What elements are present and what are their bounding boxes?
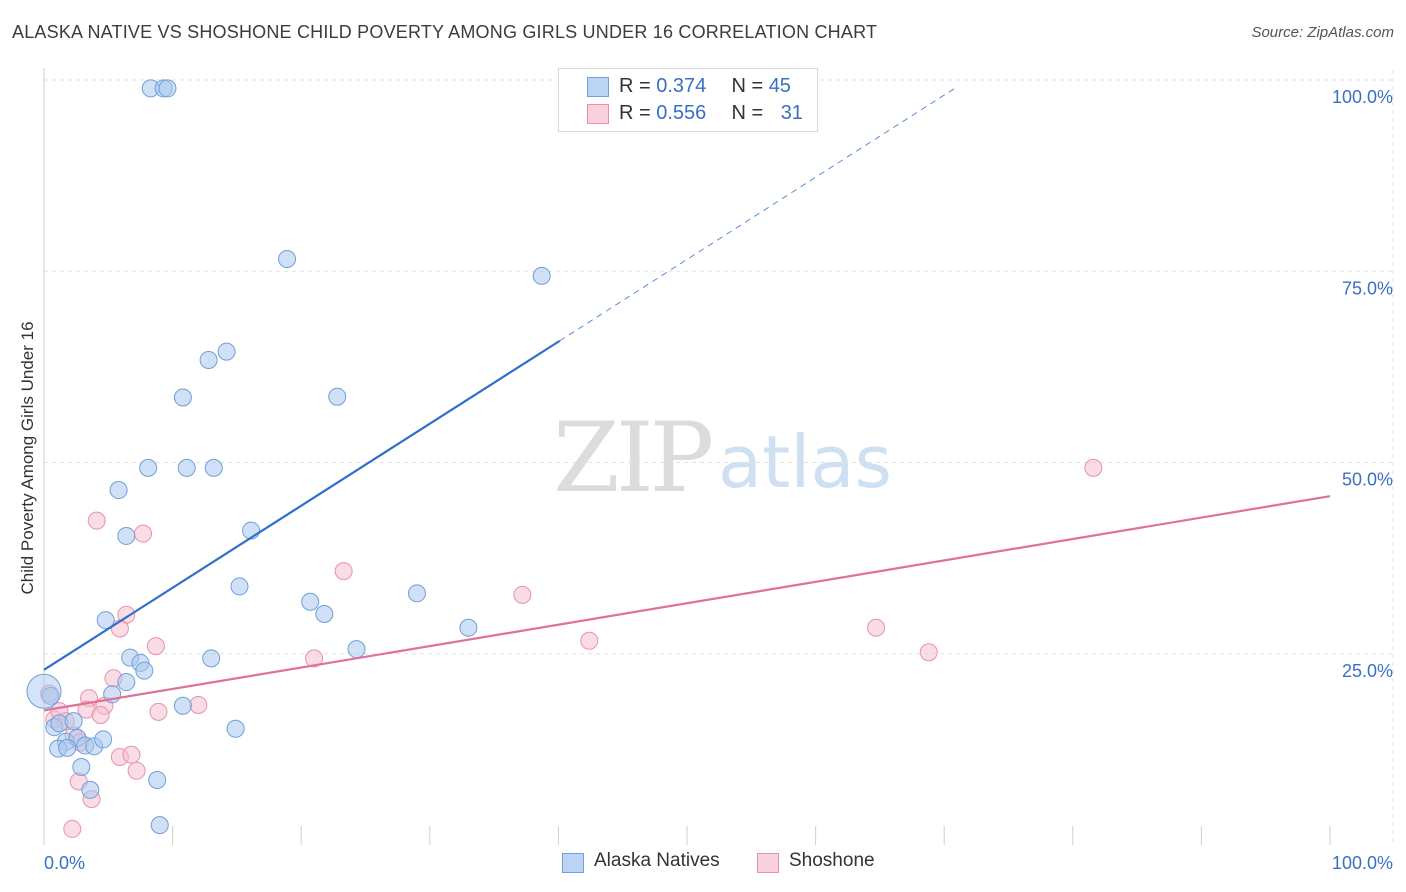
shoshone-point [867,618,886,637]
alaska-r-value: 0.374 [656,75,707,97]
x-tick-label: 0.0% [44,853,85,873]
shoshone-series [40,458,1103,838]
alaska-natives-point [217,342,236,361]
alaska-natives-point [81,780,100,799]
shoshone-point [305,649,324,668]
alaska-swatch [587,77,609,97]
alaska-natives-point [199,350,218,369]
source-label: Source: ZipAtlas.com [1251,24,1394,41]
alaska-natives-point [150,816,169,835]
alaska-natives-point [532,266,551,285]
alaska-trend-extension [559,87,957,342]
alaska-natives-point [94,730,113,749]
shoshone-point [513,585,532,604]
shoshone-point [1084,458,1103,477]
shoshone-trend-line [43,495,1331,712]
shoshone-point [63,819,82,838]
shoshone-point [127,761,146,780]
alaska-natives-point [315,604,334,623]
alaska-natives-point [72,757,91,776]
y-axis-label: Child Poverty Among Girls Under 16 [18,321,37,595]
bottom-alaska-label: Alaska Natives [594,850,720,871]
y-tick-label: 50.0% [1342,470,1393,490]
shoshone-n-label: N = [731,102,769,124]
watermark-zip: ZIP [553,402,714,514]
alaska-natives-series [26,79,551,835]
alaska-natives-point [328,387,347,406]
shoshone-point [91,705,110,724]
alaska-natives-point [117,673,136,692]
alaska-trend-line [43,339,561,671]
shoshone-point [149,702,168,721]
alaska-natives-point [204,458,223,477]
bottom-alaska-swatch [562,853,584,873]
shoshone-point [580,631,599,650]
shoshone-r-value: 0.556 [656,102,707,124]
bottom-shoshone-label: Shoshone [789,850,875,871]
alaska-r-label: R = [619,75,657,97]
shoshone-point [146,637,165,656]
alaska-natives-point [173,388,192,407]
shoshone-point [334,562,353,581]
grid-lines [44,70,1394,845]
bottom-shoshone-swatch [757,853,779,873]
y-tick-label: 25.0% [1342,661,1393,681]
axes [43,68,1331,845]
chart-title: ALASKA NATIVE VS SHOSHONE CHILD POVERTY … [12,22,878,42]
alaska-natives-point [58,738,77,757]
alaska-natives-point [26,673,62,709]
tick-labels: 25.0% 50.0% 75.0% 100.0% 0.0% 100.0% [44,87,1393,873]
alaska-natives-point [135,661,154,680]
alaska-natives-point [459,618,478,637]
shoshone-r-label: R = [619,102,657,124]
alaska-n-label: N = [731,75,769,97]
alaska-natives-point [139,458,158,477]
shoshone-point [919,643,938,662]
trend-lines [43,87,1331,712]
alaska-natives-point [177,458,196,477]
correlation-legend: R = 0.374 N = 45 R = 0.556 N = 31 [558,68,818,132]
alaska-natives-point [109,481,128,500]
alaska-natives-point [407,584,426,603]
alaska-natives-point [202,649,221,668]
alaska-natives-point [278,250,297,269]
y-tick-label: 100.0% [1332,87,1393,107]
alaska-natives-point [64,712,83,731]
alaska-natives-point [347,640,366,659]
alaska-n-value: 45 [768,75,791,97]
shoshone-point [122,745,141,764]
alaska-natives-point [301,592,320,611]
shoshone-swatch [587,104,609,124]
shoshone-point [134,524,153,543]
y-tick-label: 75.0% [1342,278,1393,298]
shoshone-point [87,511,106,530]
x-tick-label: 100.0% [1332,853,1393,873]
shoshone-point [189,696,208,715]
alaska-natives-point [230,577,249,596]
alaska-natives-point [148,770,167,789]
shoshone-n-value: 31 [780,102,803,124]
alaska-natives-point [117,526,136,545]
alaska-natives-point [158,79,177,98]
alaska-natives-point [173,696,192,715]
alaska-natives-point [96,611,115,630]
alaska-natives-point [226,719,245,738]
